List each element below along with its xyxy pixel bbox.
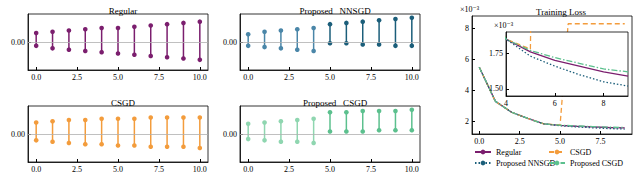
svg-text:4: 4: [504, 99, 508, 108]
svg-text:2.5: 2.5: [284, 73, 294, 82]
svg-text:6: 6: [553, 99, 557, 108]
svg-text:Regular: Regular: [496, 148, 522, 157]
svg-text:Proposed CSGD: Proposed CSGD: [303, 98, 368, 108]
svg-text:5.0: 5.0: [325, 73, 335, 82]
svg-text:0.0: 0.0: [31, 73, 41, 82]
svg-text:Proposed CSGD: Proposed CSGD: [570, 159, 623, 168]
svg-text:5.0: 5.0: [113, 165, 123, 174]
svg-text:5.0: 5.0: [555, 137, 565, 146]
svg-text:Proposed NNSGD: Proposed NNSGD: [496, 159, 556, 168]
svg-text:4: 4: [465, 86, 469, 95]
svg-text:7.5: 7.5: [595, 137, 605, 146]
svg-text:CSGD: CSGD: [570, 148, 592, 157]
svg-text:Regular: Regular: [109, 6, 138, 16]
svg-text:×10⁻³: ×10⁻³: [494, 21, 514, 30]
svg-text:2.5: 2.5: [72, 73, 82, 82]
svg-text:CSGD: CSGD: [111, 98, 136, 108]
svg-text:Proposed NNSGD: Proposed NNSGD: [299, 6, 371, 16]
svg-text:0.00: 0.00: [223, 130, 237, 139]
svg-text:0.00: 0.00: [223, 38, 237, 47]
svg-text:7.5: 7.5: [366, 73, 376, 82]
svg-text:8: 8: [602, 99, 606, 108]
svg-text:10.0: 10.0: [193, 165, 207, 174]
svg-text:2.5: 2.5: [284, 165, 294, 174]
svg-text:1.50: 1.50: [489, 84, 503, 93]
svg-text:10.0: 10.0: [405, 165, 419, 174]
svg-text:0.00: 0.00: [11, 130, 25, 139]
svg-text:0.0: 0.0: [243, 165, 253, 174]
svg-text:10.0: 10.0: [405, 73, 419, 82]
svg-text:7.5: 7.5: [366, 165, 376, 174]
svg-text:2: 2: [465, 117, 469, 126]
svg-text:5.0: 5.0: [325, 165, 335, 174]
svg-text:1.75: 1.75: [489, 49, 503, 58]
svg-text:6: 6: [465, 55, 469, 64]
svg-text:8: 8: [465, 24, 469, 33]
svg-text:0.0: 0.0: [474, 137, 484, 146]
svg-text:7.5: 7.5: [154, 73, 164, 82]
svg-text:7.5: 7.5: [154, 165, 164, 174]
svg-text:Training Loss: Training Loss: [536, 7, 586, 17]
svg-text:0.0: 0.0: [31, 165, 41, 174]
svg-text:2.5: 2.5: [72, 165, 82, 174]
svg-text:10.0: 10.0: [193, 73, 207, 82]
svg-text:0.00: 0.00: [11, 38, 25, 47]
svg-text:×10⁻³: ×10⁻³: [460, 5, 480, 14]
svg-text:5.0: 5.0: [113, 73, 123, 82]
svg-text:0.0: 0.0: [243, 73, 253, 82]
svg-text:2.5: 2.5: [515, 137, 525, 146]
